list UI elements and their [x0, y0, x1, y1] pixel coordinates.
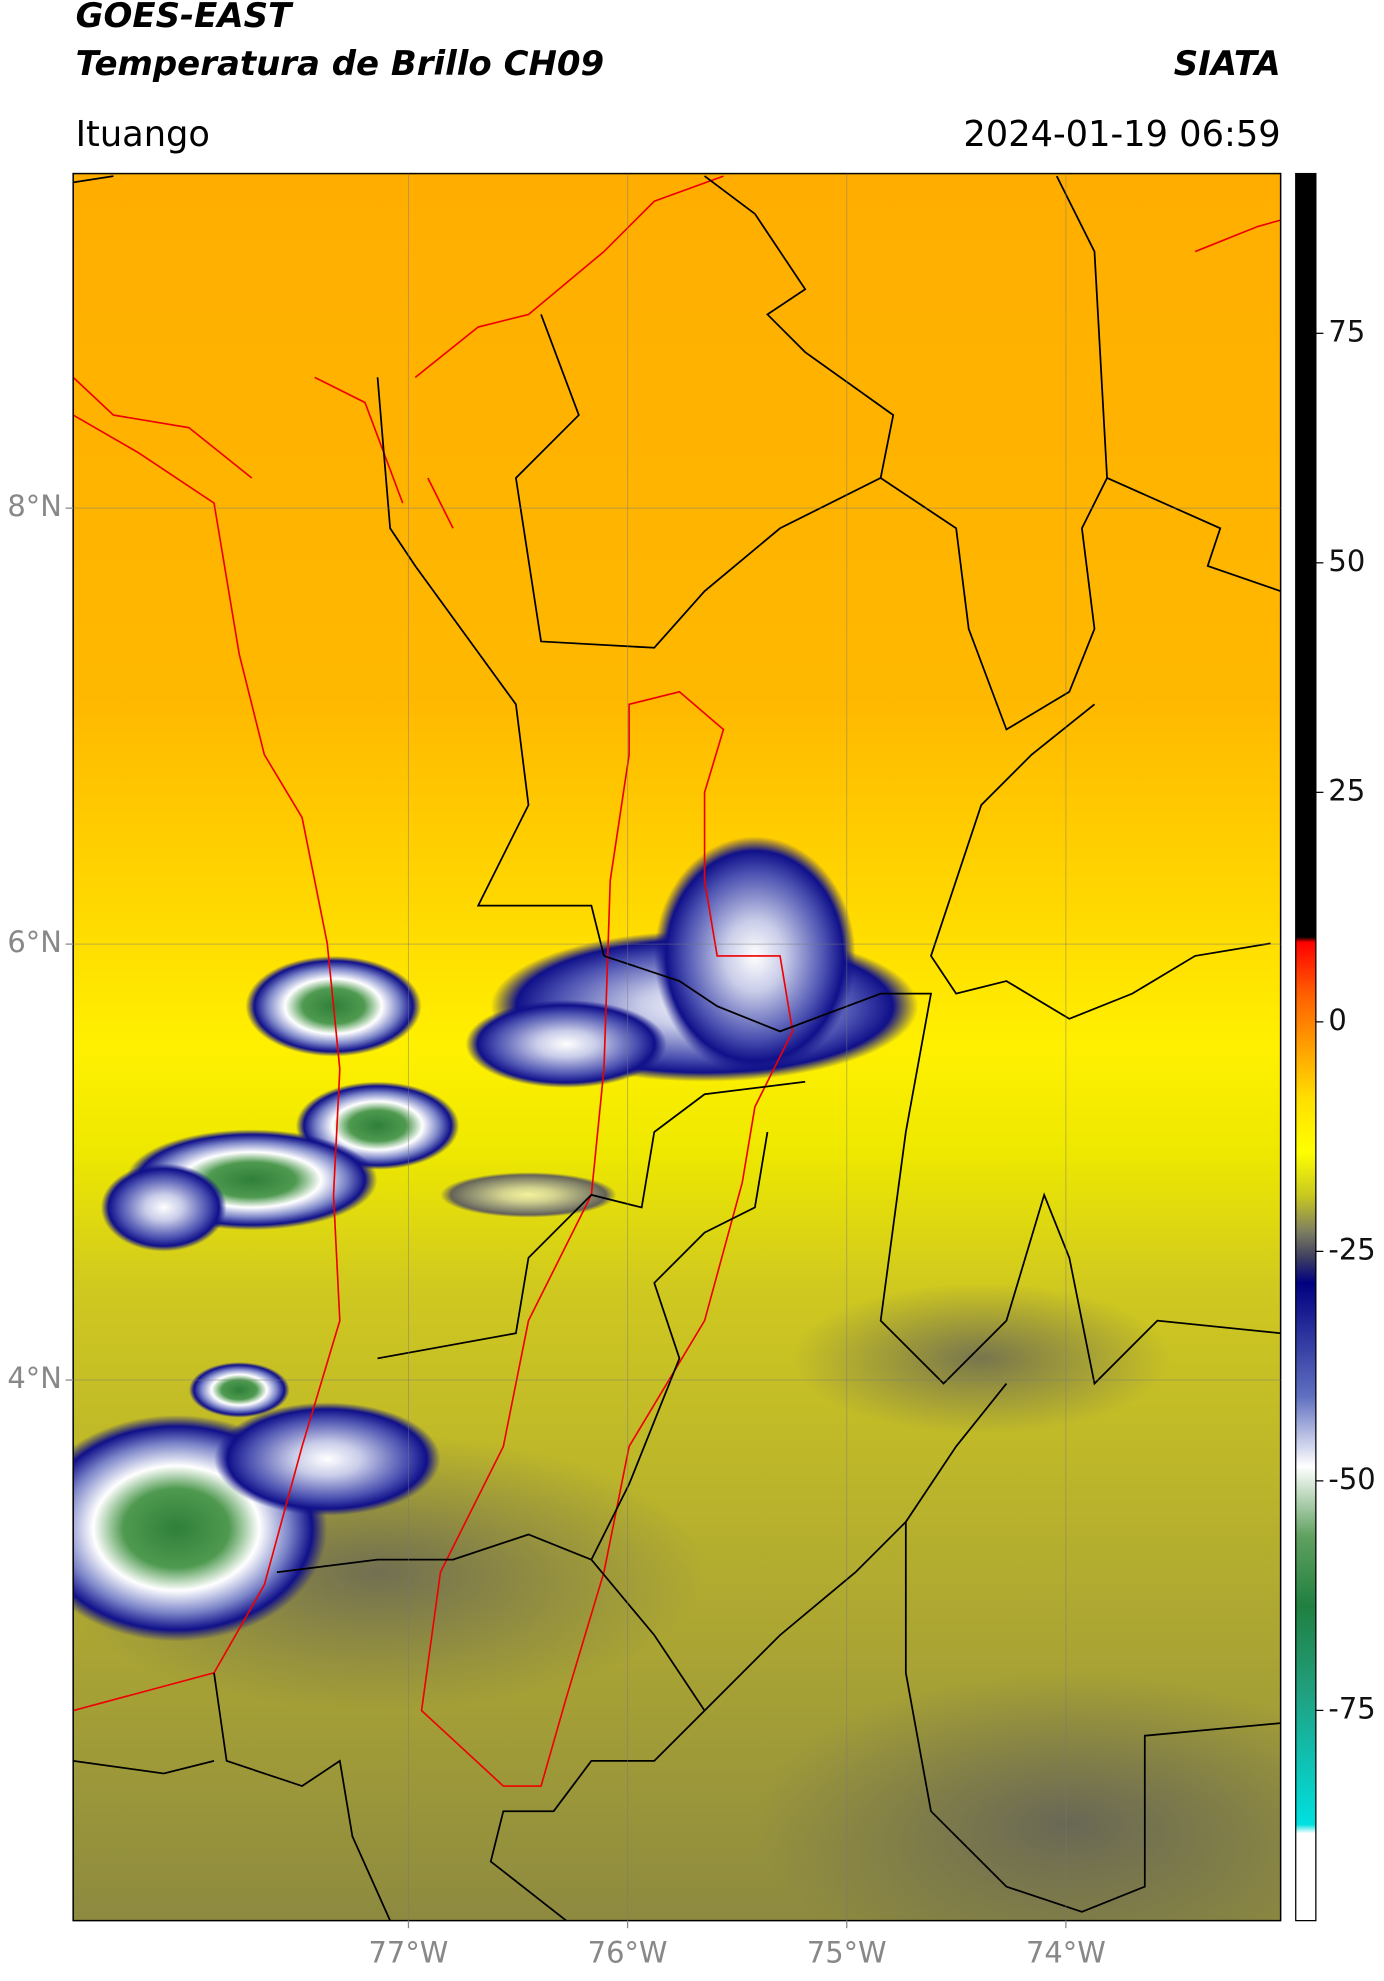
lat-tick-label: 4°N: [7, 1361, 61, 1395]
colorbar: [1295, 172, 1317, 1922]
cloud: [214, 1402, 441, 1516]
colorbar-tick-label: -50: [1328, 1462, 1375, 1496]
source: SIATA: [1174, 44, 1281, 84]
map-area: [73, 173, 1281, 1921]
colorbar-tick-label: 50: [1328, 544, 1365, 578]
colorbar-ticks: 75 50 25 0 -25 -50 -75: [1315, 314, 1376, 1725]
datetime: 2024-01-19 06:59: [963, 114, 1280, 155]
lon-tick-label: 76°W: [588, 1936, 668, 1970]
shading: [754, 1672, 1281, 1921]
lat-tick-label: 6°N: [7, 925, 61, 959]
colorbar-tick-label: -25: [1328, 1232, 1375, 1266]
shading: [792, 1282, 1170, 1434]
cloud: [188, 1362, 290, 1418]
graticule: 77°W 76°W 75°W 74°W 8°N 6°N 4°N: [7, 173, 1281, 1970]
lon-tick-label: 77°W: [369, 1936, 449, 1970]
colorbar-tick-label: -75: [1328, 1691, 1375, 1725]
cloud: [100, 1163, 227, 1252]
lat-tick-label: 8°N: [7, 489, 61, 523]
cloud: [440, 1172, 617, 1218]
colorbar-tick-label: 75: [1328, 314, 1365, 348]
subtitle: Temperatura de Brillo CH09: [76, 44, 604, 84]
location: Ituango: [76, 114, 210, 155]
cloud: [465, 999, 667, 1088]
lon-tick-label: 74°W: [1026, 1936, 1106, 1970]
colorbar-tick-label: 0: [1328, 1003, 1346, 1037]
map-frame: [72, 172, 1282, 1922]
colorbar-tick-label: 25: [1328, 773, 1365, 807]
lon-tick-label: 75°W: [807, 1936, 887, 1970]
title: GOES-EAST: [76, 0, 294, 36]
